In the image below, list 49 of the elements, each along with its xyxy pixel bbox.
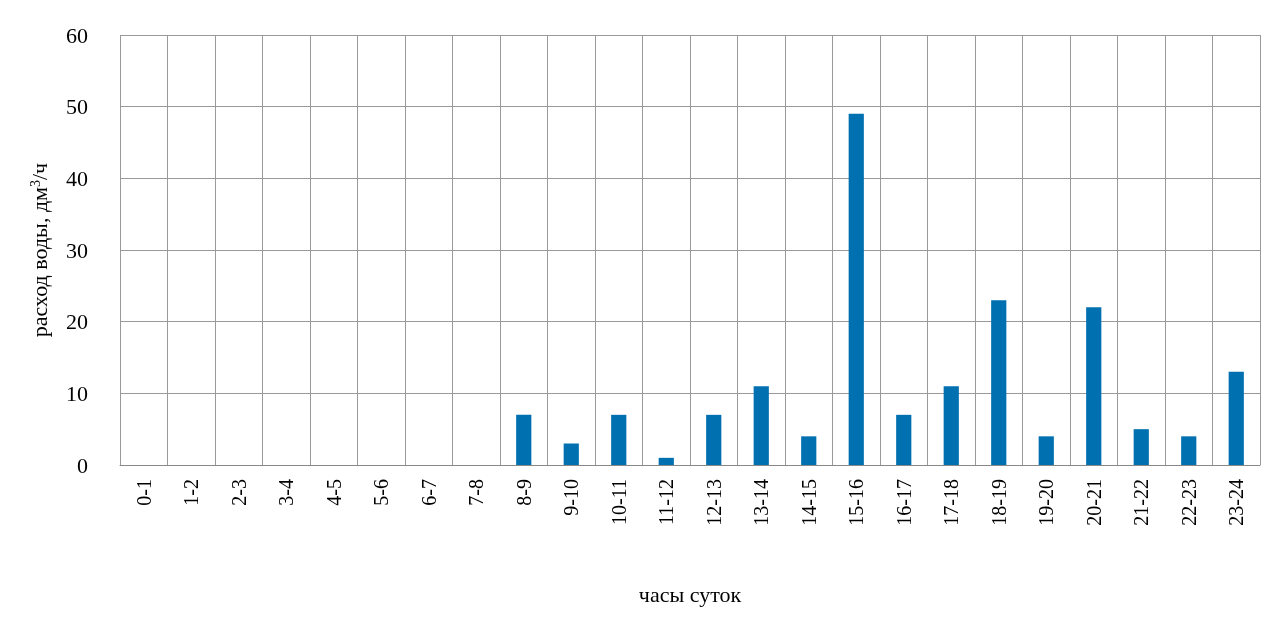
bar [896, 414, 912, 465]
x-axis-title: часы суток [638, 581, 742, 607]
x-tick-label: 0-1 [132, 479, 155, 506]
x-tick-label: 22-23 [1177, 479, 1200, 526]
y-tick-label: 50 [66, 94, 88, 120]
y-tick-label: 60 [66, 22, 88, 48]
bar [658, 457, 674, 465]
x-tick-label: 1-2 [180, 479, 203, 506]
x-tick-label: 21-22 [1130, 479, 1153, 526]
x-tick-label: 9-10 [560, 479, 583, 516]
bar [1181, 436, 1197, 465]
x-tick-label: 15-16 [845, 479, 868, 526]
x-tick-label: 11-12 [655, 479, 678, 525]
x-tick-label: 16-17 [892, 479, 915, 526]
x-tick-label: 3-4 [275, 479, 298, 506]
x-tick-label: 20-21 [1082, 479, 1105, 526]
bar [706, 414, 722, 465]
y-tick-label: 40 [66, 165, 88, 191]
y-tick-label: 20 [66, 309, 88, 335]
x-tick-label: 2-3 [227, 479, 250, 506]
bar [1133, 429, 1149, 465]
bar [1086, 307, 1102, 465]
bar [1228, 371, 1244, 465]
x-tick-label: 23-24 [1225, 479, 1248, 526]
bar [563, 443, 579, 465]
bar [753, 386, 769, 465]
bar [516, 414, 532, 465]
x-tick-label: 8-9 [512, 479, 535, 506]
y-tick-label: 0 [77, 452, 88, 478]
x-tick-label: 13-14 [750, 479, 773, 526]
x-tick-label: 6-7 [417, 479, 440, 506]
x-tick-label: 5-6 [370, 479, 393, 506]
x-tick-label: 12-13 [702, 479, 725, 526]
bar [943, 386, 959, 465]
x-tick-label: 10-11 [607, 479, 630, 525]
x-tick-label: 19-20 [1035, 479, 1058, 526]
x-tick-label: 18-19 [987, 479, 1010, 526]
x-tick-label: 7-8 [465, 479, 488, 506]
bar [611, 414, 627, 465]
y-axis-title: расход воды, дм3/ч [26, 162, 52, 338]
bar [1038, 436, 1054, 465]
x-tick-label: 17-18 [940, 479, 963, 526]
x-tick-label: 14-15 [797, 479, 820, 526]
y-tick-label: 30 [66, 237, 88, 263]
bar [801, 436, 817, 465]
x-tick-label: 4-5 [322, 479, 345, 506]
bar [848, 113, 864, 465]
bar [991, 300, 1007, 465]
y-tick-label: 10 [66, 380, 88, 406]
